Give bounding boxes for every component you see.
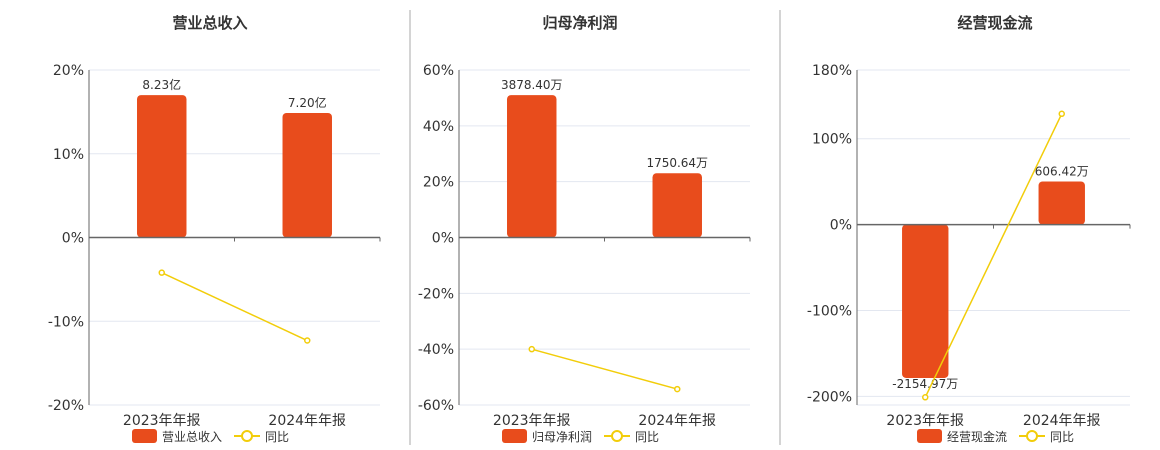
y-tick-label: 40% (423, 119, 454, 135)
legend-line-marker (1026, 430, 1038, 442)
legend-bar-swatch (132, 429, 157, 443)
y-tick-label: 0% (62, 231, 84, 247)
chart-title: 经营现金流 (957, 14, 1032, 32)
chart-title: 营业总收入 (172, 14, 247, 32)
x-category-label: 2023年年报 (123, 413, 201, 429)
x-category-label: 2024年年报 (268, 413, 346, 429)
legend-line-label: 同比 (1050, 430, 1074, 444)
y-tick-label: -20% (48, 398, 84, 414)
legend-line-marker (241, 430, 253, 442)
y-tick-label: -20% (418, 286, 454, 302)
yoy-point (674, 385, 681, 393)
legend: 营业总收入 同比 (132, 429, 289, 444)
y-tick-label: 60% (423, 63, 454, 79)
yoy-line (531, 348, 678, 390)
yoy-point (1058, 110, 1065, 118)
y-tick-label: -200% (807, 389, 852, 405)
yoy-point (922, 394, 929, 401)
y-tick-label: 100% (812, 132, 852, 148)
yoy-line (161, 271, 308, 342)
y-tick-label: -10% (48, 314, 84, 330)
legend-bar-swatch (502, 429, 527, 443)
legend-line-marker (611, 430, 623, 442)
y-tick-label: 20% (423, 175, 454, 191)
bar-data-label: 1750.64万 (646, 156, 708, 170)
legend: 归母净利润 同比 (502, 429, 659, 444)
yoy-line (924, 113, 1063, 398)
legend-bar-swatch (917, 429, 942, 443)
x-category-label: 2023年年报 (886, 413, 964, 429)
legend-line-label: 同比 (635, 430, 659, 444)
yoy-point (528, 345, 535, 353)
chart-title: 归母净利润 (542, 14, 617, 32)
y-tick-label: 0% (830, 218, 852, 234)
y-tick-label: -100% (807, 304, 852, 320)
legend-bar-label: 经营现金流 (947, 429, 1007, 444)
y-tick-label: -60% (418, 398, 454, 414)
bar (1038, 181, 1085, 225)
chart-panel-2: 归母净利润 60% 40% 20% 0% -20% -40% -60% 3878.40万 1750… (418, 14, 751, 444)
chart-panel-3: 经营现金流 180% 100% 0% -100% -200% -2154.97万 606.42… (807, 14, 1131, 444)
bar-data-label: 8.23亿 (142, 77, 181, 92)
bar (507, 95, 557, 238)
yoy-point (304, 337, 311, 344)
legend-line-label: 同比 (265, 430, 289, 444)
y-tick-label: 20% (53, 63, 84, 79)
bar-data-label: -2154.97万 (892, 377, 958, 391)
bar-data-label: 7.20亿 (288, 95, 327, 110)
x-category-label: 2024年年报 (638, 413, 716, 429)
chart-panel-1: 营业总收入 20% 10% 0% -10% -20% 8.23亿 7.20亿 2023年年报 20… (48, 14, 381, 444)
y-tick-label: -40% (418, 342, 454, 358)
bar-data-label: 3878.40万 (501, 78, 563, 92)
legend: 经营现金流 同比 (917, 429, 1074, 444)
y-tick-label: 180% (812, 63, 852, 79)
yoy-point (158, 269, 165, 276)
legend-bar-label: 归母净利润 (532, 430, 592, 444)
x-category-label: 2023年年报 (493, 413, 571, 429)
bar (137, 95, 187, 238)
bar (282, 112, 332, 238)
legend-bar-label: 营业总收入 (162, 430, 222, 444)
bar (902, 224, 949, 378)
x-category-label: 2024年年报 (1023, 413, 1101, 429)
bar-data-label: 606.42万 (1035, 164, 1089, 178)
y-tick-label: 0% (432, 231, 454, 247)
bar (652, 173, 702, 238)
y-tick-label: 10% (53, 147, 84, 163)
